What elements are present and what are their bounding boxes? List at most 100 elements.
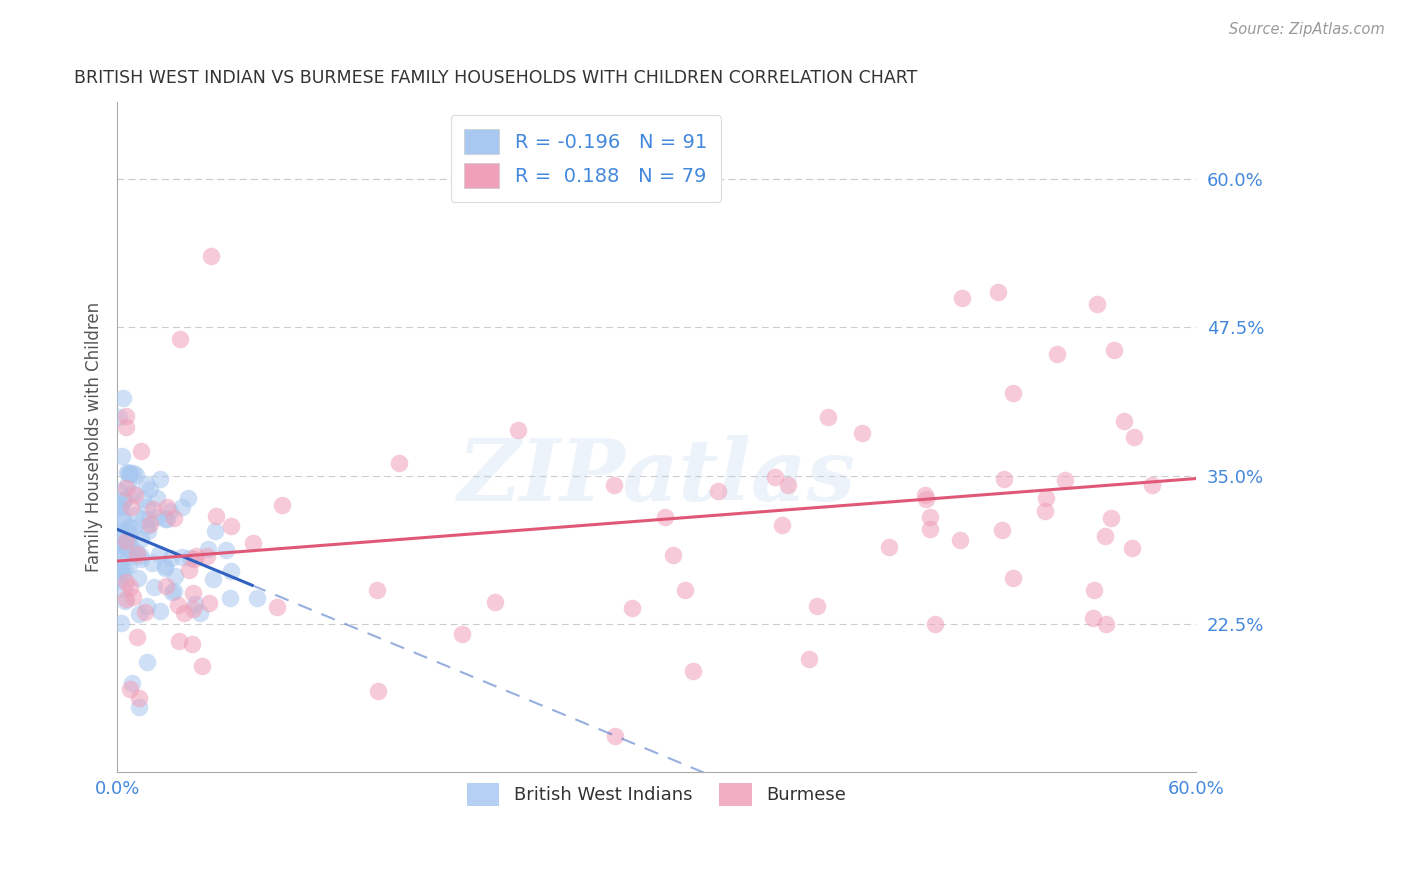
Point (118, 538, 141, 552)
Point (125, 545, 148, 559)
Point (108, 542, 131, 557)
Point (149, 472, 172, 486)
Point (108, 573, 131, 587)
Point (1054, 473, 1077, 487)
Point (184, 549, 207, 564)
Point (991, 523, 1014, 537)
Point (112, 538, 135, 552)
Point (197, 541, 219, 556)
Point (124, 488, 146, 502)
Point (127, 547, 149, 561)
Point (146, 510, 169, 524)
Point (108, 483, 131, 498)
Point (1002, 570, 1025, 584)
Point (169, 332, 191, 346)
Point (167, 634, 190, 648)
Point (124, 508, 146, 522)
Point (110, 526, 132, 541)
Point (134, 605, 156, 619)
Point (121, 485, 143, 500)
Point (215, 543, 238, 558)
Point (181, 585, 204, 599)
Point (987, 285, 1010, 299)
Point (155, 579, 177, 593)
Point (125, 467, 148, 482)
Point (118, 543, 141, 558)
Point (673, 582, 696, 597)
Point (128, 691, 150, 706)
Point (918, 510, 941, 524)
Point (484, 595, 506, 609)
Point (159, 550, 181, 565)
Point (776, 477, 799, 491)
Legend: British West Indians, Burmese: British West Indians, Burmese (460, 776, 853, 814)
Point (179, 550, 201, 565)
Point (924, 616, 946, 631)
Point (242, 536, 264, 550)
Point (662, 549, 685, 563)
Point (506, 423, 529, 437)
Point (166, 599, 188, 613)
Point (219, 591, 242, 605)
Point (1001, 386, 1024, 401)
Point (770, 518, 793, 533)
Point (108, 542, 131, 557)
Point (163, 511, 186, 525)
Point (1099, 511, 1122, 525)
Point (195, 549, 218, 564)
Point (108, 410, 131, 425)
Point (1046, 347, 1069, 361)
Point (160, 585, 183, 599)
Point (451, 627, 474, 641)
Point (799, 652, 821, 666)
Point (1083, 582, 1105, 597)
Point (118, 467, 141, 481)
Point (914, 488, 936, 502)
Point (1081, 611, 1104, 625)
Point (246, 591, 269, 606)
Point (121, 525, 143, 540)
Point (118, 518, 141, 533)
Point (128, 607, 150, 622)
Point (117, 550, 139, 565)
Point (914, 492, 936, 507)
Point (112, 538, 135, 552)
Point (136, 599, 159, 613)
Point (664, 172, 686, 186)
Point (135, 500, 157, 515)
Point (172, 550, 194, 565)
Point (111, 392, 134, 406)
Point (129, 443, 152, 458)
Point (117, 465, 139, 479)
Point (115, 591, 138, 606)
Point (121, 545, 143, 559)
Point (108, 500, 131, 515)
Point (817, 410, 839, 425)
Point (110, 500, 132, 515)
Point (707, 484, 730, 499)
Point (139, 483, 162, 497)
Point (110, 616, 132, 631)
Point (117, 467, 139, 481)
Point (129, 533, 152, 547)
Point (219, 518, 242, 533)
Point (177, 563, 200, 577)
Point (115, 523, 138, 537)
Point (682, 665, 704, 679)
Point (112, 491, 135, 506)
Point (156, 500, 179, 515)
Point (950, 291, 973, 305)
Point (1085, 296, 1108, 310)
Point (128, 699, 150, 714)
Point (806, 599, 828, 613)
Point (115, 575, 138, 590)
Point (388, 456, 411, 470)
Point (191, 659, 214, 673)
Point (141, 556, 163, 570)
Point (184, 597, 207, 611)
Point (138, 512, 160, 526)
Point (879, 540, 901, 554)
Point (949, 533, 972, 548)
Point (136, 524, 159, 538)
Point (148, 604, 170, 618)
